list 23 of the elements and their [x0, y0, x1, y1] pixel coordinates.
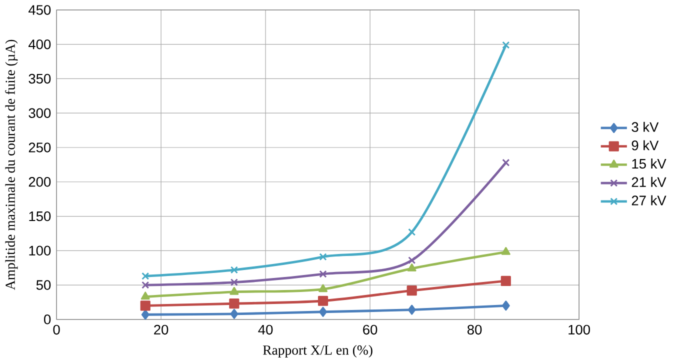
legend-label: 21 kV	[632, 177, 666, 188]
y-tick-label: 150	[29, 212, 51, 222]
y-tick-label: 450	[28, 5, 51, 16]
y-tick-label: 200	[28, 177, 51, 187]
x-axis-title: Rapport X/L en (%)	[263, 345, 372, 358]
x-tick-label: 60	[363, 325, 378, 335]
x-tick-label: 20	[154, 325, 168, 335]
legend-label: 15 kV	[632, 158, 666, 169]
y-tick-label: 250	[28, 142, 51, 153]
y-axis-title: Amplitide maximale du courant de fuite (µA)	[5, 40, 18, 290]
y-tick-label: 0	[44, 314, 51, 324]
legend-label: 9 kV	[632, 140, 659, 150]
x-tick-label: 0	[53, 325, 60, 335]
y-tick-label: 50	[36, 280, 51, 290]
y-tick-label: 100	[29, 246, 51, 256]
x-tick-label: 80	[468, 325, 482, 335]
x-tick-label: 40	[258, 325, 273, 335]
legend-label: 27 kV	[632, 195, 666, 206]
y-tick-label: 400	[28, 40, 51, 50]
legend-label: 3 kV	[632, 122, 659, 132]
y-tick-label: 350	[28, 74, 51, 84]
x-tick-label: 100	[568, 325, 590, 335]
y-tick-label: 300	[28, 108, 51, 118]
